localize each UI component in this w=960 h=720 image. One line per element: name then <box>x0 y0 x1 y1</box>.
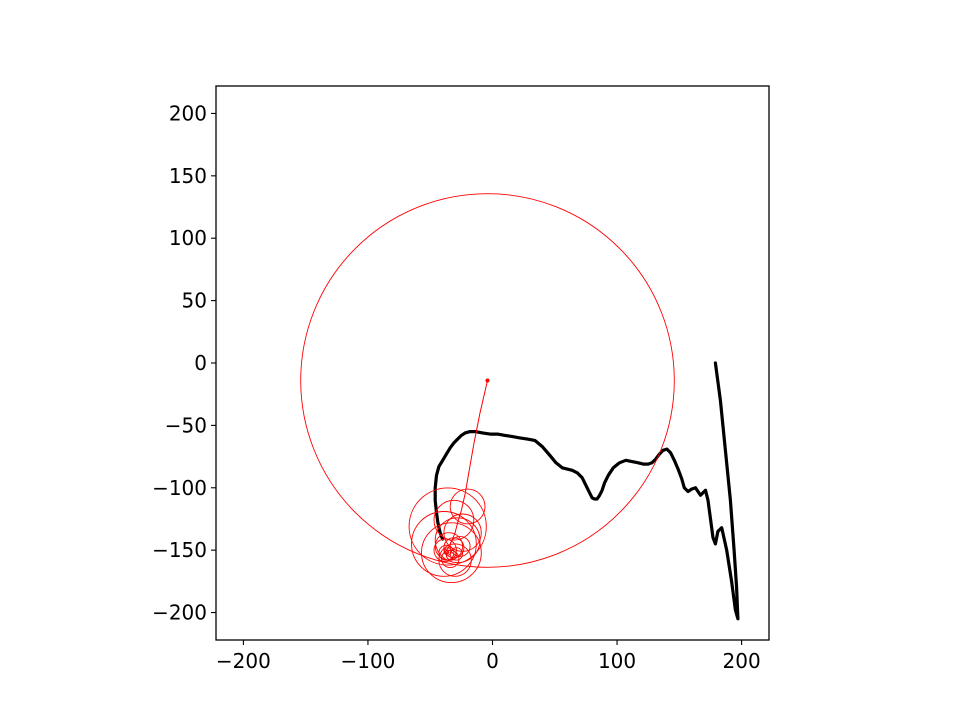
x-tick-label: −100 <box>340 649 395 673</box>
epicycle-circle <box>300 193 675 568</box>
x-tick-label: 0 <box>486 649 499 673</box>
epicycle-circle <box>438 543 472 577</box>
epicycle-circle <box>421 522 482 584</box>
y-tick-label: −50 <box>165 413 207 437</box>
epicycle-circle <box>411 511 477 577</box>
epicycle-circle <box>433 538 457 562</box>
marks-layer <box>300 193 740 621</box>
x-tick-label: 100 <box>598 649 636 673</box>
trajectory-line <box>433 361 740 621</box>
y-tick-label: 0 <box>194 351 207 375</box>
epicycle-circle <box>433 499 475 541</box>
y-tick-label: −150 <box>152 538 207 562</box>
epicycle-circle <box>449 488 486 525</box>
epicycle-circle <box>443 513 482 552</box>
y-tick-label: −200 <box>152 601 207 625</box>
y-tick-label: 150 <box>169 164 207 188</box>
epicycle-circle <box>443 547 452 556</box>
epicycle-circle <box>408 487 487 566</box>
epicycle-circle <box>443 537 465 559</box>
x-tick-label: 200 <box>723 649 761 673</box>
y-tick-label: 50 <box>182 289 207 313</box>
center-point <box>485 378 490 383</box>
x-tick-label: −200 <box>216 649 271 673</box>
y-tick-label: −100 <box>152 476 207 500</box>
epicycle-circle <box>438 544 455 561</box>
y-tick-label: 200 <box>169 101 207 125</box>
ticks-layer: −200 −100 0 100 200 200 150 100 50 0 −50 −100 −150 −2… <box>152 101 761 673</box>
plot-area <box>216 86 769 640</box>
y-tick-label: 100 <box>169 226 207 250</box>
epicycle-path <box>444 380 488 555</box>
